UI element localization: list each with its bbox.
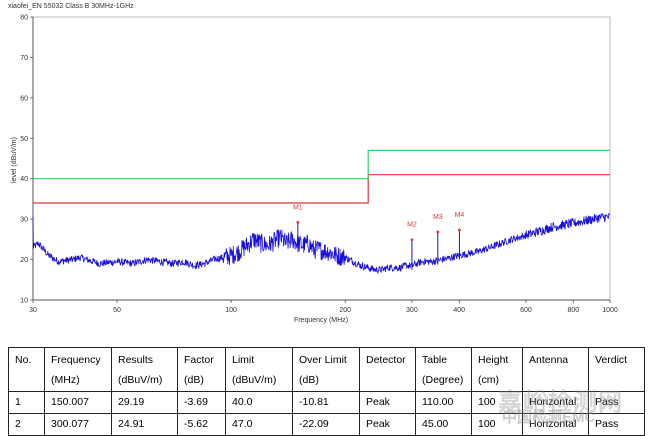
x-tick-label: 300	[406, 307, 418, 314]
header-cell: Height (cm)	[471, 347, 523, 392]
header-label: Height	[478, 354, 509, 366]
header-label: Antenna	[529, 354, 569, 366]
limit-line-1	[33, 174, 610, 204]
y-tick-label: 80	[20, 15, 28, 22]
table-cell: 47.0	[225, 413, 293, 436]
table-cell: 45.00	[415, 413, 472, 436]
x-axis-label: Frequency (MHz)	[294, 317, 348, 324]
marker-dot-4	[458, 228, 461, 232]
y-tick-label: 30	[20, 217, 28, 224]
header-cell: No.	[8, 347, 45, 392]
table-cell: Pass	[588, 413, 645, 436]
limit-lines	[33, 149, 610, 204]
header-cell: Results (dBuV/m)	[111, 347, 178, 392]
header-unit: (dB)	[299, 374, 319, 386]
table-cell: -3.69	[177, 391, 226, 414]
table-cell: Pass	[588, 391, 645, 414]
x-axis: 30 50 100 200 300 400 600 800 1000	[29, 300, 618, 314]
header-unit: (dBuV/m)	[118, 374, 163, 386]
y-tick-label: 10	[20, 298, 28, 305]
header-cell: Limit (dBuV/m)	[225, 347, 293, 392]
table-cell: -10.81	[292, 391, 360, 414]
y-tick-label: 70	[20, 55, 28, 62]
y-tick-label: 60	[20, 95, 28, 102]
header-label: Detector	[366, 354, 406, 366]
y-tick-label: 50	[20, 136, 28, 143]
emission-trace	[32, 212, 611, 275]
header-unit: (dB)	[184, 374, 204, 386]
table-cell: -22.09	[292, 413, 360, 436]
marker-dot-2	[410, 238, 414, 242]
results-table: No. Frequency (MHz) Results (dBuV/m) Factor (d…	[8, 347, 645, 436]
header-cell: Verdict	[588, 347, 645, 392]
marker-label-1: M1	[293, 204, 303, 211]
header-label: Table	[422, 354, 448, 366]
header-cell: Frequency (MHz)	[44, 347, 112, 392]
marker-label-3: M3	[433, 214, 443, 221]
x-tick-label: 600	[520, 307, 532, 314]
x-tick-label: 30	[29, 307, 37, 314]
header-cell: Over Limit (dB)	[292, 347, 360, 392]
marker-label-4: M4	[455, 212, 465, 219]
trace-line	[32, 212, 611, 275]
table-cell: -5.62	[177, 413, 226, 436]
x-tick-label: 100	[225, 307, 237, 314]
table-row: 1 150.007 29.19 -3.69 40.0 -10.81 Peak 110.00 10…	[8, 391, 645, 414]
header-cell: Antenna	[522, 347, 589, 392]
marker-dot-3	[436, 230, 440, 234]
table-cell: 1	[8, 391, 45, 414]
table-cell: 2	[8, 413, 45, 436]
table-cell: Peak	[359, 391, 416, 414]
table-row: 2 300.077 24.91 -5.62 47.0 -22.09 Peak 45.00 100…	[8, 413, 645, 436]
table-cell: 40.0	[225, 391, 293, 414]
marker-dot-1	[296, 221, 300, 224]
x-tick-label: 400	[453, 307, 465, 314]
markers: M1 M2 M3 M4	[293, 204, 465, 270]
y-tick-label: 20	[20, 257, 28, 264]
header-label: Verdict	[595, 354, 628, 366]
table-header-row: No. Frequency (MHz) Results (dBuV/m) Factor (d…	[8, 347, 645, 392]
table-cell: 100	[471, 391, 523, 414]
table-cell: Horizontal	[522, 413, 589, 436]
x-tick-label: 800	[567, 307, 579, 314]
x-tick-label: 50	[113, 307, 121, 314]
header-unit: (dBuV/m)	[232, 374, 277, 386]
table-cell: 150.007	[44, 391, 112, 414]
header-label: No.	[15, 354, 32, 366]
table-cell: 110.00	[415, 391, 472, 414]
x-tick-label: 1000	[602, 307, 618, 314]
emi-chart: M1 M2 M3 M4 30 50 100 200 300 400 600 800 1000 10 20…	[11, 15, 618, 325]
table-cell: 100	[471, 413, 523, 436]
table-cell: 300.077	[44, 413, 112, 436]
chart-title: xiaofei_EN 55032 Class B 30MHz-1GHz	[8, 3, 134, 10]
header-cell: Table (Degree)	[415, 347, 472, 392]
header-label: Factor	[184, 354, 214, 366]
header-cell: Factor (dB)	[177, 347, 226, 392]
marker-label-2: M2	[407, 222, 417, 229]
y-axis: 10 20 30 40 50 60 70 80	[20, 15, 33, 305]
results-table-wrap: No. Frequency (MHz) Results (dBuV/m) Factor (d…	[8, 347, 645, 436]
limit-line-2	[33, 149, 610, 180]
x-tick-label: 200	[339, 307, 351, 314]
header-label: Frequency	[51, 354, 101, 366]
y-tick-label: 40	[20, 176, 28, 183]
table-cell: 24.91	[111, 413, 178, 436]
table-cell: 29.19	[111, 391, 178, 414]
header-label: Results	[118, 354, 154, 366]
table-cell: Peak	[359, 413, 416, 436]
header-unit: (MHz)	[51, 374, 80, 386]
y-axis-label: level (dBuV/m)	[11, 137, 18, 183]
table-cell: Horizontal	[522, 391, 589, 414]
header-label: Limit	[232, 354, 255, 366]
header-cell: Detector	[359, 347, 416, 392]
header-label: Over Limit	[299, 354, 347, 366]
header-unit: (cm)	[478, 374, 499, 386]
header-unit: (Degree)	[422, 374, 464, 386]
